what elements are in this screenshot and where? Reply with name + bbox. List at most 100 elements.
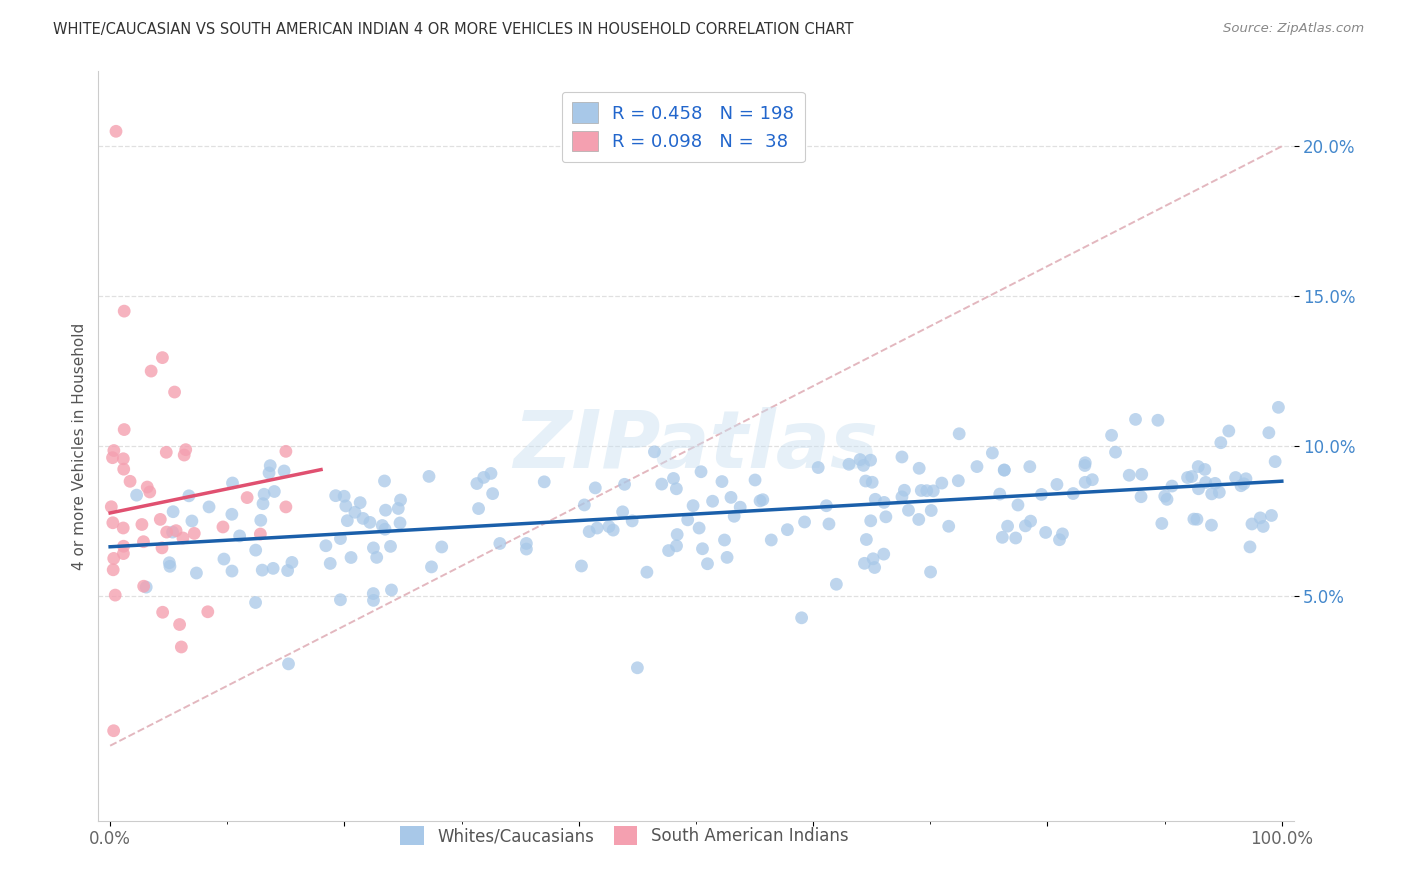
Point — [371, 518, 394, 533]
Point — [533, 475, 555, 489]
Point — [366, 550, 388, 565]
Point — [583, 481, 606, 495]
Point — [1209, 435, 1232, 450]
Point — [853, 557, 876, 571]
Point — [373, 474, 395, 488]
Point — [343, 505, 366, 519]
Point — [720, 491, 742, 505]
Point — [613, 477, 636, 491]
Point — [152, 351, 174, 365]
Point — [465, 476, 488, 491]
Point — [825, 577, 848, 591]
Point — [1018, 459, 1040, 474]
Point — [329, 532, 352, 546]
Point — [112, 304, 135, 318]
Point — [481, 486, 503, 500]
Point — [387, 501, 409, 516]
Point — [1130, 490, 1153, 504]
Point — [335, 499, 357, 513]
Point — [420, 560, 443, 574]
Point — [159, 559, 181, 574]
Point — [922, 483, 945, 498]
Point — [120, 475, 142, 489]
Point — [1035, 525, 1057, 540]
Point — [252, 497, 274, 511]
Point — [993, 463, 1015, 477]
Point — [865, 492, 887, 507]
Point — [716, 550, 738, 565]
Point — [418, 469, 440, 483]
Point — [149, 512, 172, 526]
Point — [112, 521, 135, 535]
Point — [131, 517, 153, 532]
Point — [688, 521, 710, 535]
Point — [325, 489, 347, 503]
Point — [1257, 425, 1279, 440]
Point — [938, 519, 960, 533]
Point — [997, 519, 1019, 533]
Point — [586, 521, 609, 535]
Point — [1052, 527, 1074, 541]
Point — [1031, 487, 1053, 501]
Point — [636, 565, 658, 579]
Point — [612, 505, 634, 519]
Point — [910, 483, 932, 498]
Point — [274, 444, 297, 458]
Point — [1225, 470, 1247, 484]
Point — [1049, 533, 1071, 547]
Point — [682, 499, 704, 513]
Point — [173, 448, 195, 462]
Point — [1046, 477, 1069, 491]
Point — [875, 509, 897, 524]
Point — [920, 565, 942, 579]
Point — [907, 512, 929, 526]
Point — [103, 443, 125, 458]
Point — [1201, 518, 1223, 533]
Point — [249, 527, 271, 541]
Point — [1187, 482, 1209, 496]
Point — [988, 487, 1011, 501]
Point — [665, 482, 688, 496]
Point — [162, 505, 184, 519]
Point — [1264, 454, 1286, 468]
Point — [157, 556, 180, 570]
Point — [658, 543, 681, 558]
Point — [467, 501, 489, 516]
Point — [281, 556, 304, 570]
Point — [1267, 401, 1289, 415]
Point — [1187, 459, 1209, 474]
Point — [1240, 516, 1263, 531]
Point — [991, 530, 1014, 544]
Point — [855, 474, 877, 488]
Point — [174, 442, 197, 457]
Point — [112, 462, 135, 476]
Point — [100, 500, 122, 514]
Point — [578, 524, 600, 539]
Point — [993, 463, 1015, 477]
Point — [198, 500, 221, 514]
Point — [1204, 476, 1226, 491]
Point — [728, 500, 751, 515]
Point — [749, 493, 772, 508]
Point — [380, 540, 402, 554]
Point — [336, 514, 359, 528]
Point — [103, 551, 125, 566]
Point — [273, 464, 295, 478]
Text: ZIPatlas: ZIPatlas — [513, 407, 879, 485]
Point — [662, 471, 685, 485]
Point — [1182, 512, 1205, 526]
Point — [333, 489, 356, 503]
Point — [710, 475, 733, 489]
Point — [574, 498, 596, 512]
Point — [252, 563, 274, 577]
Point — [761, 533, 783, 547]
Point — [890, 450, 912, 464]
Point — [1233, 476, 1256, 491]
Point — [245, 595, 267, 609]
Point — [818, 516, 841, 531]
Point — [1251, 519, 1274, 533]
Point — [515, 536, 537, 550]
Point — [274, 500, 297, 514]
Point — [186, 566, 208, 580]
Point — [849, 452, 872, 467]
